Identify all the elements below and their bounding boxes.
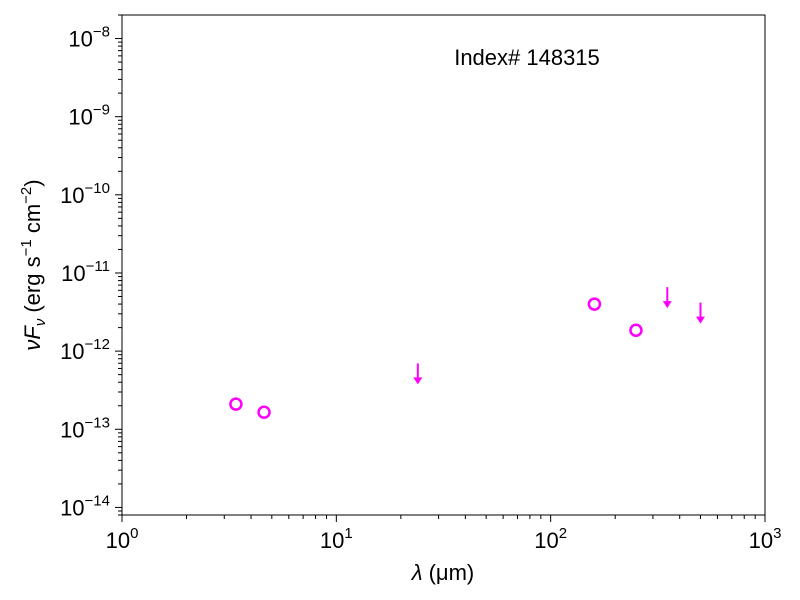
y-tick-label: 10−11	[61, 258, 110, 286]
upper-limit-arrowhead	[662, 301, 672, 309]
upper-limit-marker	[413, 363, 423, 385]
x-axis-label: λ (μm)	[411, 560, 474, 585]
y-tick-label: 10−10	[60, 180, 110, 208]
y-axis-exp2: −2	[18, 187, 35, 204]
ticks-layer: 100 101 102 103 10−14 10−13 10−12 10−11 10−10 10−…	[60, 14, 782, 553]
marks-layer	[229, 287, 705, 420]
x-axis-symbol: λ	[411, 560, 423, 585]
y-axis-unit-open: (erg s	[20, 256, 45, 312]
upper-limit-marker	[695, 302, 705, 324]
y-axis-unit-mid: cm	[20, 204, 45, 239]
data-point	[229, 397, 243, 411]
upper-limit-arrowhead	[413, 377, 423, 385]
x-tick-label: 102	[534, 525, 567, 553]
upper-limit-arrowhead	[695, 316, 705, 324]
y-axis-exp1: −1	[18, 239, 35, 256]
x-tick-label: 101	[320, 525, 353, 553]
y-axis-unit-close: )	[20, 179, 45, 186]
y-tick-label: 10−9	[68, 102, 110, 130]
y-tick-label: 10−8	[68, 24, 110, 52]
y-tick-label: 10−13	[60, 414, 110, 442]
data-point	[257, 405, 271, 420]
y-tick-label: 10−12	[60, 336, 110, 364]
y-tick-label: 10−14	[60, 492, 110, 520]
upper-limit-marker	[662, 287, 672, 309]
y-axis-label: νFν (erg s−1 cm−2)	[18, 179, 49, 350]
index-annotation: Index# 148315	[454, 45, 600, 70]
y-axis-nu: ν	[20, 340, 45, 351]
x-axis-unit: (μm)	[429, 560, 475, 585]
x-tick-label: 100	[106, 525, 139, 553]
x-tick-label: 103	[749, 525, 782, 553]
y-axis-f: F	[20, 325, 45, 340]
data-point	[629, 323, 643, 337]
data-point	[587, 297, 602, 311]
plot-frame	[121, 14, 766, 516]
y-axis-subscript: ν	[32, 318, 49, 326]
